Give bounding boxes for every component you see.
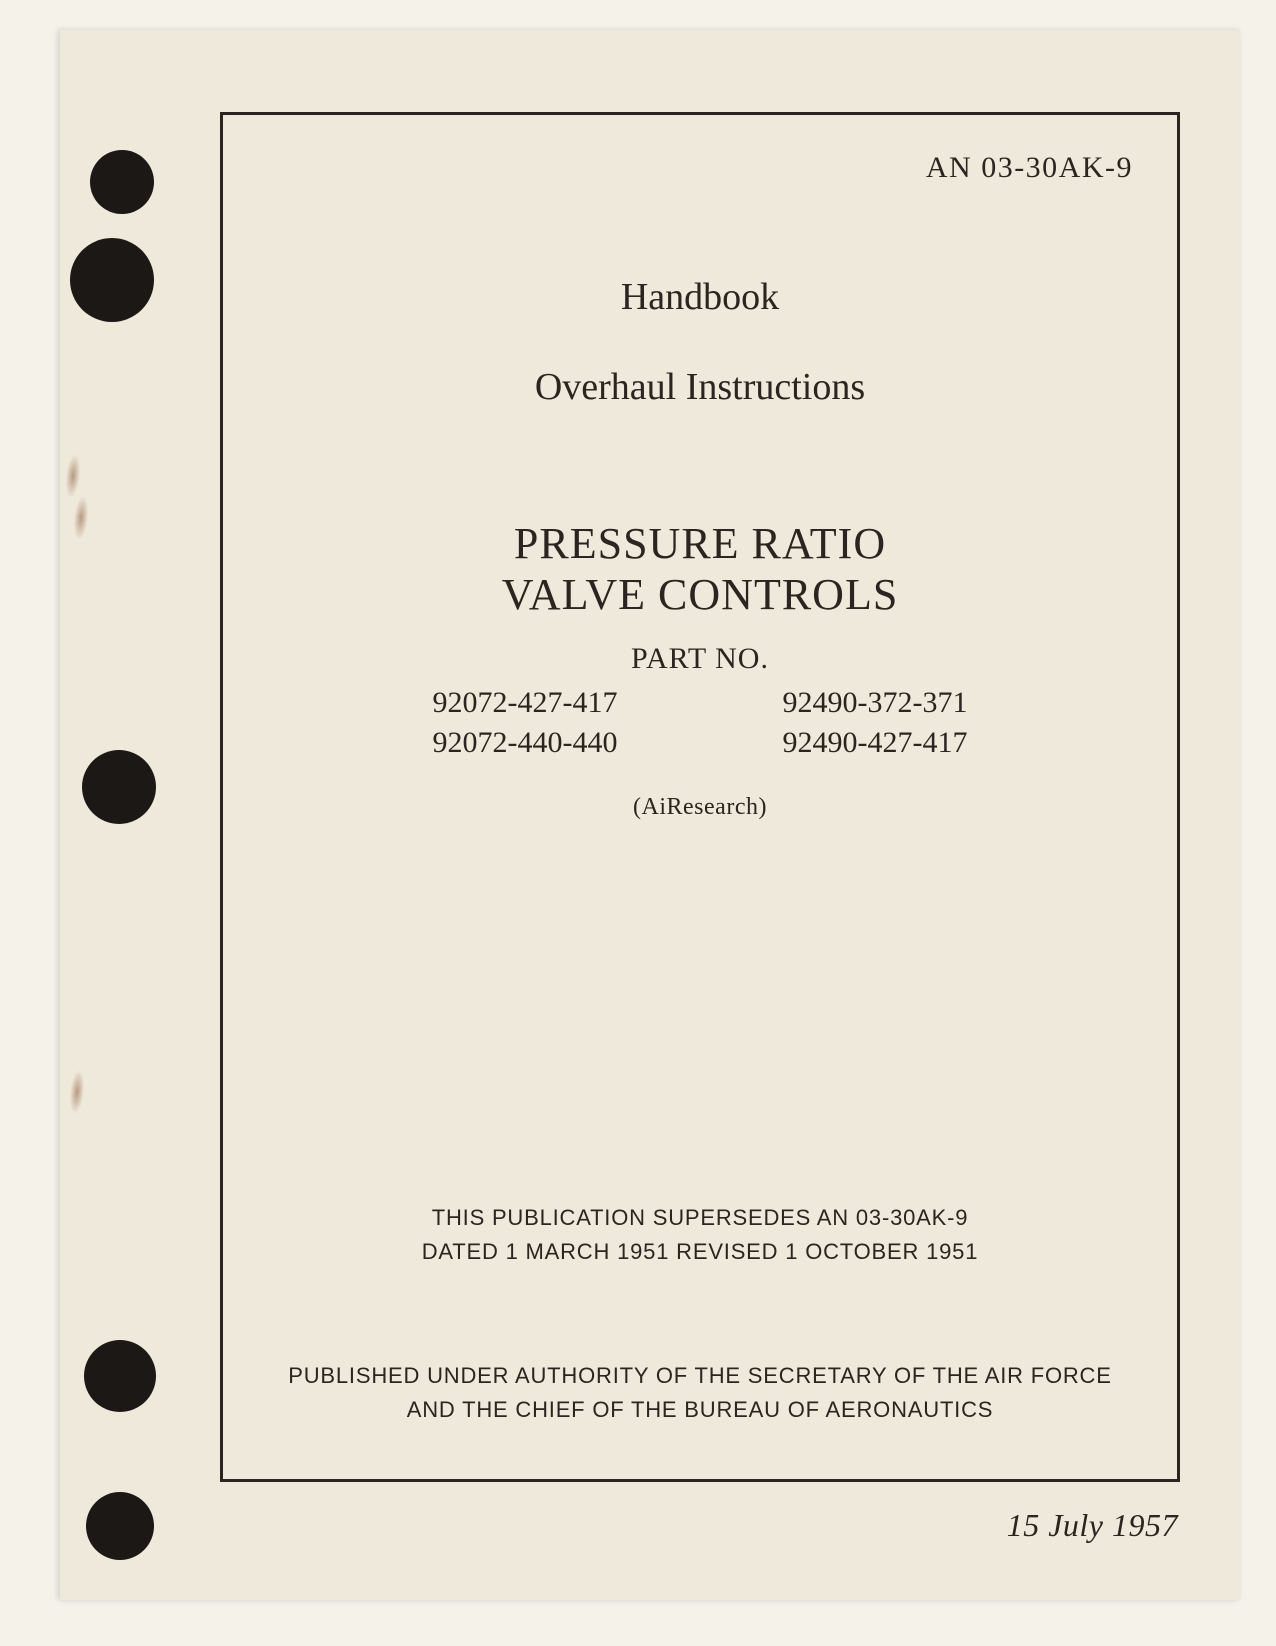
- binder-hole-icon: [84, 1340, 156, 1412]
- scan-artifact-icon: [64, 453, 83, 498]
- part-number: 92490-427-417: [730, 726, 1020, 760]
- binder-hole-icon: [82, 750, 156, 824]
- publication-date: 15 July 1957: [1007, 1507, 1178, 1544]
- part-no-label: PART NO.: [263, 642, 1137, 676]
- part-number: 92072-440-440: [380, 726, 670, 760]
- authority-line-2: AND THE CHIEF OF THE BUREAU OF AERONAUTI…: [263, 1393, 1137, 1427]
- title-line-2: VALVE CONTROLS: [263, 570, 1137, 621]
- part-number: 92490-372-371: [730, 686, 1020, 720]
- part-numbers-grid: 92072-427-417 92490-372-371 92072-440-44…: [380, 686, 1020, 760]
- scanned-page: AN 03-30AK-9 Handbook Overhaul Instructi…: [60, 30, 1240, 1600]
- title-page-border: AN 03-30AK-9 Handbook Overhaul Instructi…: [220, 112, 1180, 1482]
- handbook-line-2: Overhaul Instructions: [263, 365, 1137, 409]
- document-number: AN 03-30AK-9: [263, 151, 1133, 185]
- binder-hole-icon: [90, 150, 154, 214]
- binder-hole-icon: [70, 238, 154, 322]
- part-number: 92072-427-417: [380, 686, 670, 720]
- scan-artifact-icon: [72, 495, 91, 540]
- authority-line-1: PUBLISHED UNDER AUTHORITY OF THE SECRETA…: [263, 1359, 1137, 1393]
- supersedes-line-2: DATED 1 MARCH 1951 REVISED 1 OCTOBER 195…: [263, 1235, 1137, 1269]
- handbook-line-1: Handbook: [263, 275, 1137, 319]
- publishing-authority: PUBLISHED UNDER AUTHORITY OF THE SECRETA…: [263, 1359, 1137, 1427]
- manufacturer-name: (AiResearch): [263, 794, 1137, 821]
- supersedes-line-1: THIS PUBLICATION SUPERSEDES AN 03-30AK-9: [263, 1201, 1137, 1235]
- main-title-block: PRESSURE RATIO VALVE CONTROLS PART NO.: [263, 519, 1137, 676]
- binder-hole-icon: [86, 1492, 154, 1560]
- scan-artifact-icon: [68, 1069, 87, 1114]
- handbook-heading: Handbook Overhaul Instructions: [263, 275, 1137, 409]
- title-line-1: PRESSURE RATIO: [263, 519, 1137, 570]
- supersedes-notice: THIS PUBLICATION SUPERSEDES AN 03-30AK-9…: [263, 1201, 1137, 1269]
